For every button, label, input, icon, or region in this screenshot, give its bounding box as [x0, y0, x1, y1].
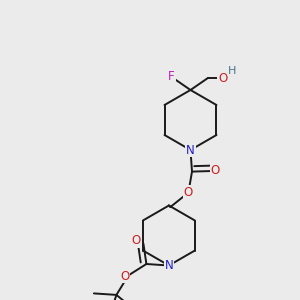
Text: H: H	[228, 65, 236, 76]
Text: F: F	[168, 70, 175, 83]
Text: O: O	[184, 186, 193, 199]
Text: N: N	[164, 259, 173, 272]
Text: N: N	[186, 143, 195, 157]
Text: O: O	[218, 71, 227, 85]
Text: O: O	[131, 234, 140, 247]
Text: O: O	[211, 164, 220, 178]
Text: O: O	[120, 269, 129, 283]
